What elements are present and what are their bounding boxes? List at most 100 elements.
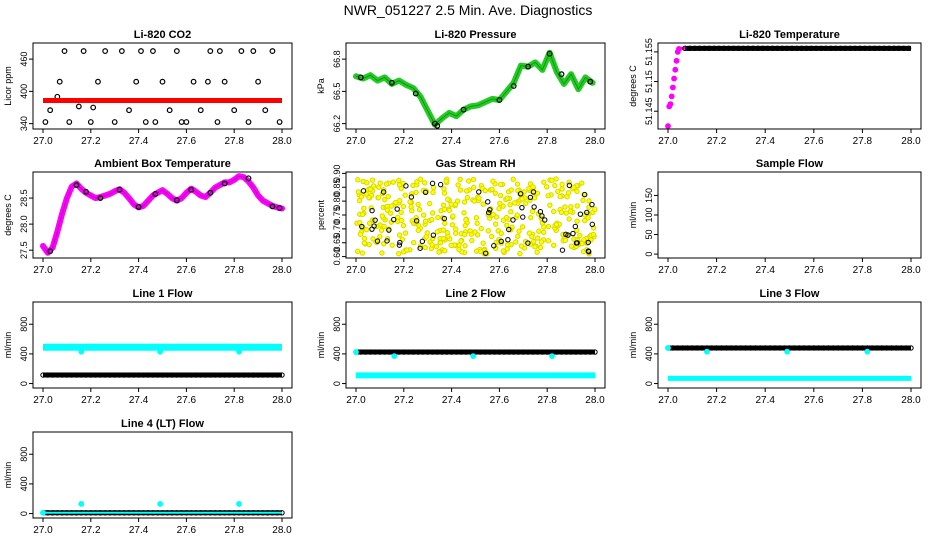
data-point [441, 186, 447, 192]
data-point [522, 200, 529, 207]
data-point [510, 176, 516, 182]
x-tick-label: 27.4 [755, 136, 775, 147]
data-point [469, 237, 475, 244]
data-point [443, 178, 449, 184]
y-tick-label: 0 [332, 381, 342, 386]
page-title: NWR_051227 2.5 Min. Ave. Diagnostics [343, 2, 593, 18]
y-tick-label: 0 [644, 381, 654, 386]
data-point [414, 179, 420, 185]
data-point [492, 190, 498, 196]
data-point [378, 227, 385, 233]
data-point [369, 177, 376, 183]
data-point [417, 176, 424, 182]
data-point [461, 199, 468, 205]
x-tick-label: 27.8 [224, 395, 244, 406]
data-point [157, 348, 164, 355]
data-point [518, 243, 525, 249]
chart-co2: Li-820 CO2 27.0 27.2 27.4 27.6 27.8 28.0 340 400… [3, 29, 293, 147]
data-point [589, 221, 595, 228]
data-point [353, 349, 359, 355]
y-tick-label: 66.2 [332, 115, 342, 133]
data-point [276, 119, 283, 125]
y-tick-label: 400 [19, 476, 29, 491]
data-point [42, 119, 49, 125]
data-point [66, 119, 73, 125]
data-point [574, 203, 580, 209]
data-point [461, 210, 467, 216]
plot-box [657, 301, 922, 389]
data-point [470, 176, 477, 183]
y-tick-label: 800 [332, 317, 342, 332]
data-point [563, 231, 569, 238]
data-point [585, 239, 591, 246]
data-point [504, 222, 510, 229]
x-tick-label: 27.0 [658, 136, 678, 147]
y-tick-label: 400 [644, 346, 654, 361]
data-point [587, 78, 594, 85]
x-tick-label: 27.0 [346, 395, 366, 406]
data-point [255, 78, 262, 85]
plot-area [665, 345, 914, 381]
data-point [102, 48, 109, 54]
data-point [574, 218, 580, 224]
data-point [467, 228, 473, 234]
data-point [441, 215, 448, 222]
data-point [480, 201, 486, 207]
x-tick-label: 27.2 [707, 136, 727, 147]
y-tick-label: 0 [644, 252, 654, 257]
data-point [152, 119, 159, 125]
data-point [488, 233, 495, 240]
data-point [470, 353, 477, 360]
series-magenta [40, 173, 285, 256]
data-point [157, 501, 164, 507]
data-point [525, 240, 531, 246]
y-axis-label: ml/min [3, 462, 13, 489]
data-point [485, 228, 491, 234]
data-point [205, 78, 211, 85]
y-tick-label: 51.15 [644, 70, 654, 93]
data-point [553, 221, 560, 228]
data-point [508, 209, 514, 215]
x-tick-label: 28.0 [585, 136, 605, 147]
x-tick-label: 27.2 [81, 525, 101, 536]
data-point [672, 66, 679, 73]
data-point [366, 220, 373, 226]
data-point [482, 250, 489, 256]
data-point [269, 203, 276, 210]
x-tick-label: 27.4 [129, 265, 149, 276]
x-tick-label: 27.8 [224, 136, 244, 147]
y-tick-label: 800 [19, 447, 29, 462]
x-tick-label: 27.2 [394, 136, 414, 147]
data-point [429, 180, 436, 187]
data-point [391, 216, 397, 223]
data-point [429, 242, 435, 248]
data-point [357, 231, 364, 237]
data-point [540, 229, 547, 236]
x-tick-label: 28.0 [272, 395, 292, 406]
y-tick-label: 0.70 [332, 220, 342, 238]
plot-box [345, 301, 606, 389]
data-point [461, 231, 468, 238]
data-point [377, 233, 383, 240]
x-tick-label: 27.6 [490, 136, 510, 147]
y-axis-label: degrees C [628, 65, 638, 107]
y-tick-label: 0.80 [332, 192, 342, 210]
x-tick-label: 27.6 [490, 265, 510, 276]
data-point [276, 205, 283, 211]
data-point [476, 189, 482, 195]
data-point [87, 119, 94, 125]
data-point [448, 201, 454, 208]
data-point [491, 243, 497, 249]
x-tick-label: 27.4 [442, 136, 462, 147]
data-point [410, 239, 417, 246]
x-tick-label: 27.6 [490, 395, 510, 406]
data-point [355, 177, 361, 183]
data-point [393, 199, 399, 206]
data-point [513, 239, 519, 245]
plot-area [40, 343, 285, 378]
x-tick-label: 27.0 [33, 265, 53, 276]
data-point [366, 194, 372, 201]
data-point [500, 217, 507, 224]
data-point [498, 181, 504, 188]
